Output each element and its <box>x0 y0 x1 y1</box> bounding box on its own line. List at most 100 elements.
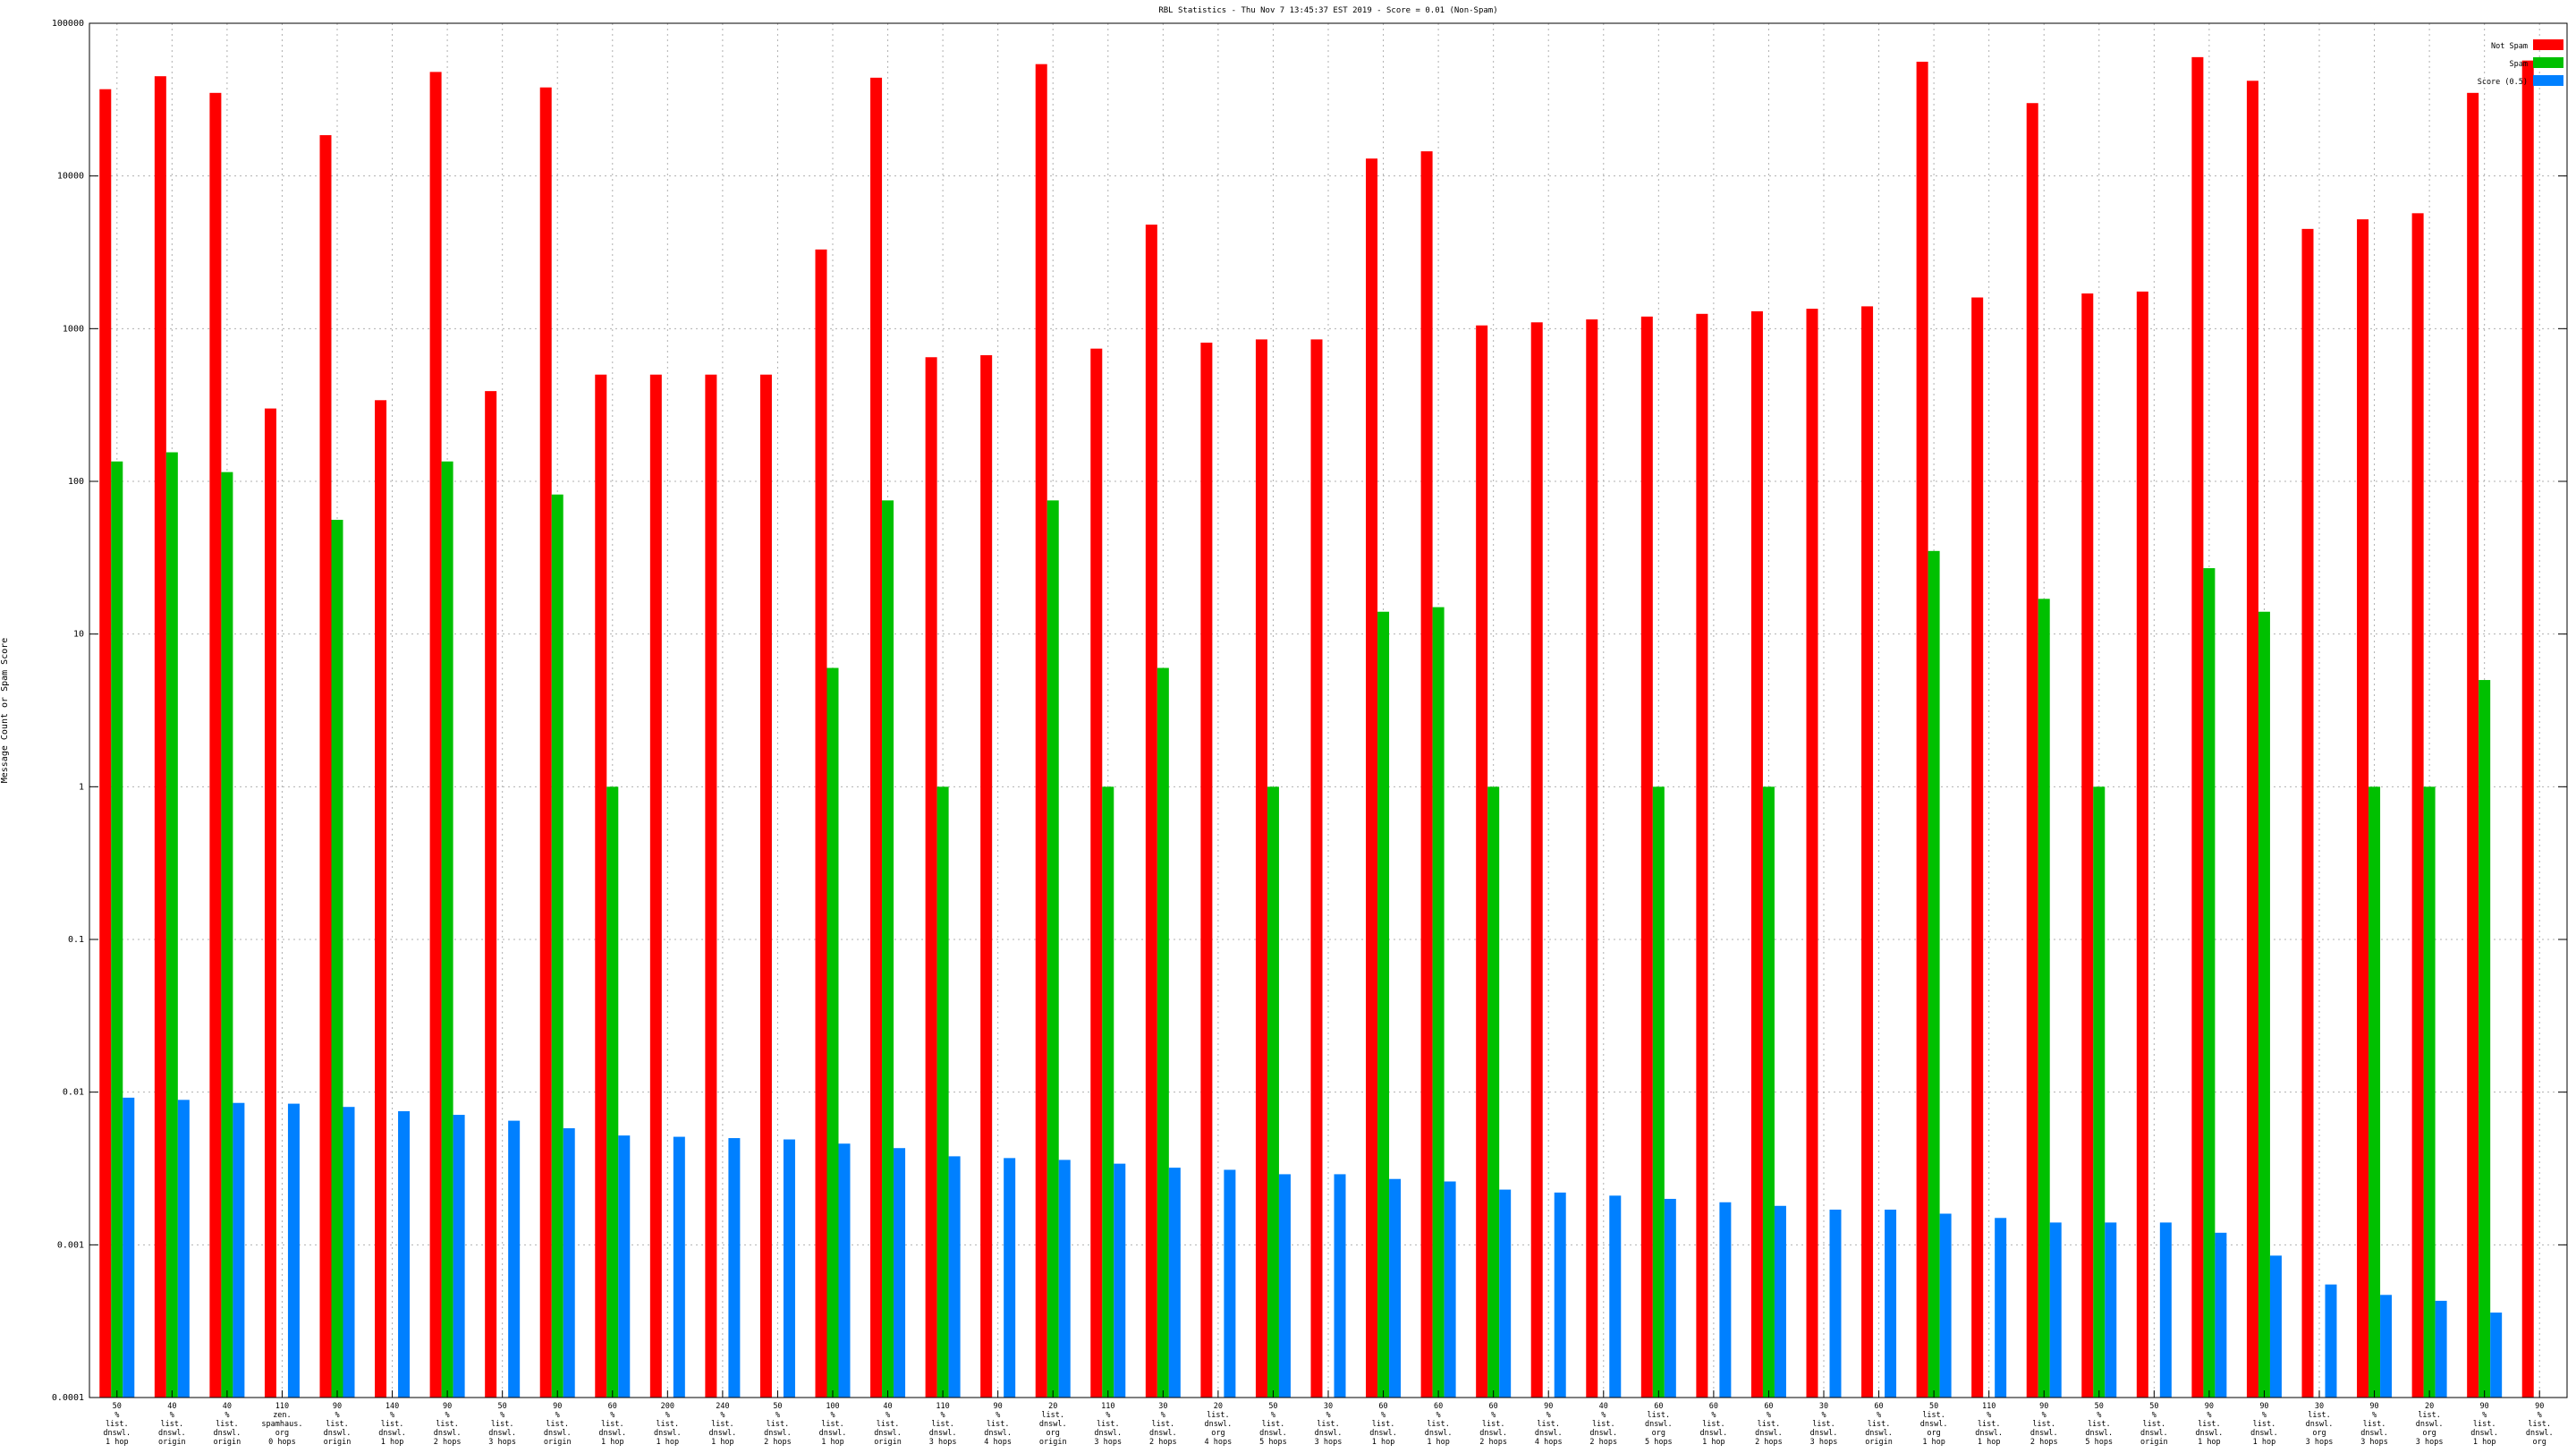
x-tick-label-line: list. <box>767 1420 790 1429</box>
x-tick-label-line: dnswl. <box>984 1429 1012 1438</box>
bar-not-spam <box>1255 339 1267 1398</box>
x-tick-label-line: 60 <box>1489 1402 1498 1411</box>
x-tick-label-line: origin <box>1039 1438 1067 1447</box>
x-tick-label: 30% list. dnswl. 3 hops <box>1315 1402 1343 1447</box>
x-tick-label-line: 1 hop <box>1427 1438 1450 1447</box>
x-tick-label: 50% list. dnswl. 5 hops <box>2085 1402 2113 1447</box>
x-tick-label-line: 20 <box>1214 1402 1223 1411</box>
bar-not-spam <box>980 355 993 1398</box>
y-tick-label: 0.1 <box>68 935 84 945</box>
x-tick-label-line: 3 hops <box>1315 1438 1343 1447</box>
x-tick-label-line: % <box>2207 1411 2211 1420</box>
x-tick-label: 50% list. dnswl. 3 hops <box>488 1402 516 1447</box>
x-tick-label-line: dnswl. <box>2526 1429 2554 1438</box>
bar-spam <box>1046 500 1059 1398</box>
x-tick-label-line: 60 <box>1764 1402 1773 1411</box>
bar-not-spam <box>2357 219 2369 1398</box>
x-tick-label: 90% list. dnswl. 4 hops <box>1535 1402 1563 1447</box>
bar-not-spam <box>1366 158 1378 1398</box>
x-tick-label-line: list. <box>987 1420 1010 1429</box>
x-tick-label-line: % <box>610 1411 614 1420</box>
x-tick-label-line: org <box>1211 1429 1224 1438</box>
x-tick-label-line: 1 hop <box>2198 1438 2221 1447</box>
bar-spam <box>551 494 564 1398</box>
bar-score-0-5 <box>563 1128 575 1398</box>
x-tick-label-line: dnswl. <box>2306 1420 2334 1429</box>
x-tick-label-line: 110 <box>936 1402 949 1411</box>
x-tick-label-line: dnswl. <box>1315 1429 1343 1438</box>
bar-spam <box>606 786 619 1398</box>
x-tick-label-line: dnswl. <box>103 1429 131 1438</box>
x-tick-label-line: 2 hops <box>1589 1438 1617 1447</box>
x-tick-label: 30% list. dnswl. 2 hops <box>1149 1402 1177 1447</box>
x-tick-label-line: dnswl. <box>158 1429 186 1438</box>
x-tick-label: 90% list. dnswl. 3 hops <box>2360 1402 2388 1447</box>
x-tick-label-line: list. <box>1207 1411 1230 1420</box>
x-tick-label-line: % <box>1601 1411 1606 1420</box>
bar-spam <box>2093 786 2106 1398</box>
x-tick-label: 60% list. dnswl. 2 hops <box>1755 1402 1783 1447</box>
bar-score-0-5 <box>2049 1222 2062 1398</box>
x-tick-label-line: % <box>1546 1411 1551 1420</box>
x-tick-label-line: dnswl. <box>544 1429 572 1438</box>
x-tick-label: 60% list. dnswl. 1 hop <box>1425 1402 1453 1447</box>
bar-spam <box>936 786 949 1398</box>
x-tick-label-line: list. <box>2418 1411 2441 1420</box>
x-tick-label-line: dnswl. <box>819 1429 847 1438</box>
x-tick-label: 90% list. dnswl. 1 hop <box>2196 1402 2224 1447</box>
bar-not-spam <box>539 87 552 1398</box>
bar-score-0-5 <box>287 1103 300 1398</box>
x-tick-label-line: spamhaus. <box>261 1420 302 1429</box>
y-axis-label: Message Count or Spam Score <box>0 638 10 784</box>
x-tick-label: 60% list. dnswl. 2 hops <box>1479 1402 1507 1447</box>
bar-score-0-5 <box>453 1115 465 1398</box>
x-tick-label-line: 2 hops <box>1755 1438 1783 1447</box>
x-tick-label-line: 1 hop <box>657 1438 680 1447</box>
x-tick-label-line: 90 <box>2480 1402 2489 1411</box>
x-tick-label-line: % <box>1436 1411 1441 1420</box>
x-tick-label-line: dnswl. <box>1700 1429 1728 1438</box>
x-tick-label-line: % <box>775 1411 780 1420</box>
x-tick-label-line: list. <box>1372 1420 1395 1429</box>
x-tick-label-line: dnswl. <box>1259 1429 1287 1438</box>
bar-not-spam <box>319 135 332 1398</box>
x-tick-label-line: 60 <box>1874 1402 1883 1411</box>
x-tick-label-line: dnswl. <box>1205 1420 1233 1429</box>
x-tick-label-line: % <box>1491 1411 1496 1420</box>
x-tick-label: 40% list. dnswl. origin <box>214 1402 242 1447</box>
bar-spam <box>2038 599 2050 1398</box>
y-tick-label: 10000 <box>57 172 84 182</box>
x-tick-label-line: 1 hop <box>601 1438 624 1447</box>
bar-not-spam <box>2411 213 2424 1398</box>
bar-score-0-5 <box>2490 1313 2503 1398</box>
x-tick-label: 90% list. dnswl. 4 hops <box>984 1402 1012 1447</box>
bar-score-0-5 <box>1004 1158 1016 1398</box>
bar-spam <box>2479 680 2491 1398</box>
x-tick-label-line: 3 hops <box>929 1438 957 1447</box>
x-tick-label-line: org <box>1927 1429 1940 1438</box>
x-tick-label-line: 90 <box>2535 1402 2544 1411</box>
x-tick-label-line: 2 hops <box>2030 1438 2058 1447</box>
x-tick-label-line: dnswl. <box>1865 1429 1893 1438</box>
bar-not-spam <box>705 374 717 1398</box>
x-tick-label-line: list. <box>711 1420 734 1429</box>
bar-score-0-5 <box>948 1156 961 1398</box>
x-tick-label: 30% list. dnswl. 3 hops <box>1810 1402 1838 1447</box>
bar-not-spam <box>1916 61 1928 1398</box>
bar-not-spam <box>2136 291 2148 1398</box>
x-tick-label: 200% list. dnswl. 1 hop <box>654 1402 682 1447</box>
x-tick-label-line: % <box>996 1411 1000 1420</box>
bar-score-0-5 <box>2159 1222 2172 1398</box>
legend-swatch <box>2533 75 2563 86</box>
x-tick-label-line: 40 <box>1599 1402 1608 1411</box>
legend: Not Spam Spam Score (0.5) <box>2478 39 2563 87</box>
x-tick-label-line: 40 <box>167 1402 176 1411</box>
x-tick-label: 140% list. dnswl. 1 hop <box>378 1402 406 1447</box>
bar-score-0-5 <box>1995 1218 2007 1398</box>
x-tick-label-line: list. <box>491 1420 514 1429</box>
x-tick-label-line: dnswl. <box>874 1429 902 1438</box>
x-tick-label: 110% list. dnswl. 1 hop <box>1975 1402 2003 1447</box>
x-tick-label: 90% list. dnswl. 2 hops <box>2030 1402 2058 1447</box>
bar-spam <box>1432 607 1445 1398</box>
x-tick-label-line: dnswl. <box>488 1429 516 1438</box>
